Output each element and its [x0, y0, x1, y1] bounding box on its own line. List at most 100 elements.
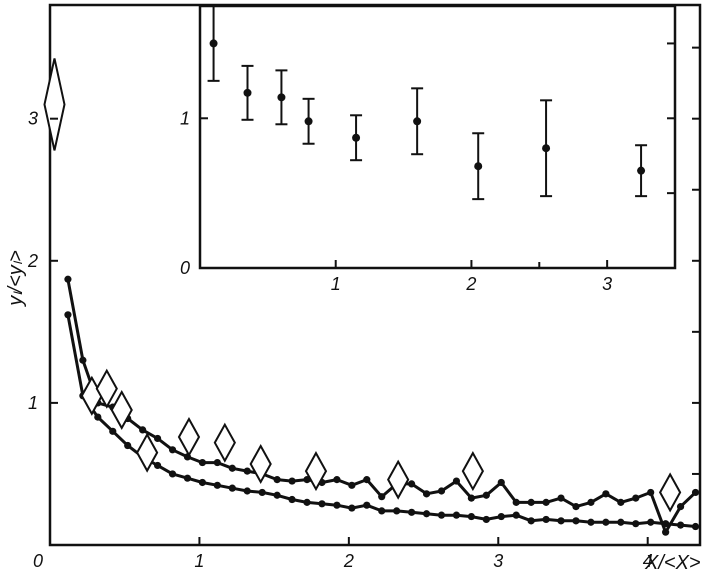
series-2-point [676, 521, 685, 529]
series-2-point [512, 511, 520, 519]
series-1-point [273, 476, 281, 484]
x-tick-label: 1 [194, 551, 204, 571]
series-1-point [333, 476, 341, 484]
inset-point [209, 39, 218, 48]
series-1-point [617, 498, 625, 506]
series-2-point [258, 488, 266, 497]
inset-point [542, 144, 551, 153]
series-1-point [139, 426, 147, 434]
inset-plot-frame [198, 4, 677, 270]
inset-point [474, 162, 483, 171]
inset-y-tick-label: 1 [180, 108, 190, 128]
series-1-point [512, 498, 520, 506]
series-1-point [587, 498, 595, 506]
series-2-point [572, 517, 580, 525]
series-2-point [168, 470, 177, 478]
series-1-point [662, 528, 670, 536]
series-2-point [348, 504, 356, 512]
series-1-point [691, 488, 700, 497]
series-1-point [632, 494, 640, 502]
series-2-point [632, 520, 640, 528]
series-1-point [467, 494, 475, 502]
diamond-marker [95, 368, 118, 409]
series-2-point [243, 487, 251, 495]
series-1-point [437, 487, 446, 495]
series-2-point [64, 311, 72, 319]
main-chart: 0 1 2 3 4 1 2 3 X/<X> yₗ/<yₗ> [5, 3, 702, 574]
series-2-point [422, 510, 431, 518]
diamond-marker [177, 416, 201, 458]
series-2-point [228, 484, 236, 492]
inset-y-tick-label: 0 [180, 258, 190, 278]
series-1-point [288, 477, 296, 485]
y-tick-label: 3 [28, 109, 38, 129]
series-2-point [467, 512, 475, 521]
series-1-point [572, 503, 580, 511]
series-2-point [318, 500, 326, 508]
series-2-point [273, 491, 281, 499]
series-1-point [378, 493, 386, 501]
diamond-marker [110, 389, 133, 431]
series-2-point [393, 507, 401, 515]
diamond-marker [461, 451, 485, 492]
inset-point [352, 133, 361, 142]
series-1-point [542, 498, 550, 506]
series-2-point [183, 474, 192, 482]
inset-x-tick-label: 2 [465, 274, 476, 294]
series-2-point [691, 522, 700, 531]
diamond-marker [658, 472, 682, 513]
series-2-point [647, 518, 655, 526]
inset-x-tick-label: 1 [331, 274, 341, 294]
series-1-point [647, 488, 655, 497]
x-axis-label: X/<X> [644, 552, 701, 574]
x-tick-label: 3 [493, 551, 503, 571]
series-2-point [527, 517, 535, 525]
series-1-point [408, 480, 416, 488]
series-2-point [109, 427, 117, 435]
series-1-point [153, 434, 162, 443]
diamond-marker [213, 422, 236, 463]
diamond-marker [43, 58, 66, 151]
inset-point [243, 88, 252, 97]
series-2-point [587, 518, 595, 526]
series-2-point [288, 495, 296, 504]
series-1-point [422, 490, 431, 498]
series-1-point [363, 476, 371, 484]
series-2-point [437, 511, 446, 519]
series-2-point [124, 441, 132, 450]
series-2-point [482, 515, 490, 524]
series-1-point [527, 498, 535, 506]
series-2-point [333, 501, 341, 509]
series-2-point [602, 518, 610, 526]
inset-chart: 1 2 3 0 1 [180, 4, 677, 294]
series-1-point [213, 458, 221, 467]
series-2-point [542, 515, 550, 524]
series-1-point [64, 275, 72, 283]
series-1-point [557, 494, 565, 502]
series-2-point [378, 507, 386, 515]
inset-point [304, 117, 313, 126]
inset-point [637, 166, 646, 175]
main-series-layer [43, 58, 700, 536]
series-1-point [168, 446, 177, 454]
series-1-point [602, 490, 610, 498]
series-2-point [662, 520, 670, 528]
series-2-point [153, 461, 162, 470]
series-2-point [213, 481, 221, 489]
series-2-point [497, 512, 505, 521]
diamond-marker [304, 451, 328, 492]
series-1-point [497, 478, 505, 487]
series-2-point [557, 517, 565, 525]
series-1-point [348, 481, 356, 489]
series-2-point [617, 518, 625, 526]
y-tick-label: 2 [27, 251, 38, 271]
inset-point [413, 117, 422, 126]
diamond-marker [387, 459, 410, 500]
inset-axis-ticks: 1 2 3 0 1 [180, 42, 675, 294]
inset-series-layer [207, 5, 648, 201]
series-1-point [482, 491, 490, 499]
series-1-point [228, 464, 236, 472]
series-2-point [408, 508, 416, 516]
series-1-point [243, 467, 251, 475]
